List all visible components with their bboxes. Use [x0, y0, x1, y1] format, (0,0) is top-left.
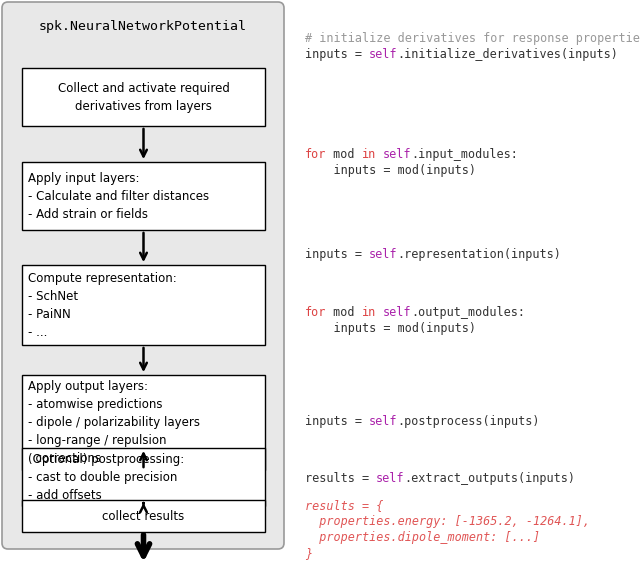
Text: spk.NeuralNetworkPotential: spk.NeuralNetworkPotential — [39, 19, 247, 32]
Text: for: for — [305, 306, 326, 319]
Text: self: self — [383, 306, 412, 319]
Text: Compute representation:
- SchNet
- PaiNN
- ...: Compute representation: - SchNet - PaiNN… — [28, 271, 177, 339]
FancyBboxPatch shape — [22, 68, 265, 126]
Text: collect results: collect results — [102, 509, 184, 522]
Text: self: self — [376, 472, 404, 485]
Text: }: } — [305, 547, 312, 560]
Text: self: self — [369, 48, 397, 61]
Text: inputs =: inputs = — [305, 415, 369, 428]
Text: inputs = mod(inputs): inputs = mod(inputs) — [305, 322, 476, 335]
Text: .postprocess(inputs): .postprocess(inputs) — [397, 415, 540, 428]
Text: properties.dipole_moment: [...]: properties.dipole_moment: [...] — [305, 531, 540, 544]
Text: results =: results = — [305, 472, 376, 485]
Text: self: self — [369, 248, 397, 261]
Text: mod: mod — [326, 306, 362, 319]
Text: Collect and activate required
derivatives from layers: Collect and activate required derivative… — [58, 81, 229, 113]
Text: .extract_outputs(inputs): .extract_outputs(inputs) — [404, 472, 575, 485]
Text: .output_modules:: .output_modules: — [412, 306, 525, 319]
Text: self: self — [383, 148, 412, 161]
Text: in: in — [362, 306, 376, 319]
FancyBboxPatch shape — [22, 375, 265, 470]
Text: inputs = mod(inputs): inputs = mod(inputs) — [305, 164, 476, 177]
Text: .representation(inputs): .representation(inputs) — [397, 248, 561, 261]
Text: .initialize_derivatives(inputs): .initialize_derivatives(inputs) — [397, 48, 618, 61]
Text: (Optional) postprocessing:
- cast to double precision
- add offsets: (Optional) postprocessing: - cast to dou… — [28, 452, 184, 501]
Text: Apply output layers:
- atomwise predictions
- dipole / polarizability layers
- l: Apply output layers: - atomwise predicti… — [28, 380, 200, 465]
Text: inputs =: inputs = — [305, 248, 369, 261]
FancyBboxPatch shape — [2, 2, 284, 549]
Text: in: in — [362, 148, 376, 161]
FancyBboxPatch shape — [22, 265, 265, 345]
FancyBboxPatch shape — [22, 500, 265, 532]
Text: Apply input layers:
- Calculate and filter distances
- Add strain or fields: Apply input layers: - Calculate and filt… — [28, 171, 209, 221]
Text: for: for — [305, 148, 326, 161]
FancyBboxPatch shape — [22, 162, 265, 230]
FancyBboxPatch shape — [22, 448, 265, 506]
Text: mod: mod — [326, 148, 362, 161]
Text: inputs =: inputs = — [305, 48, 369, 61]
Text: .input_modules:: .input_modules: — [412, 148, 518, 161]
Text: # initialize derivatives for response properties: # initialize derivatives for response pr… — [305, 32, 640, 45]
Text: results = {: results = { — [305, 499, 383, 512]
Text: properties.energy: [-1365.2, -1264.1],: properties.energy: [-1365.2, -1264.1], — [305, 515, 590, 528]
Text: self: self — [369, 415, 397, 428]
